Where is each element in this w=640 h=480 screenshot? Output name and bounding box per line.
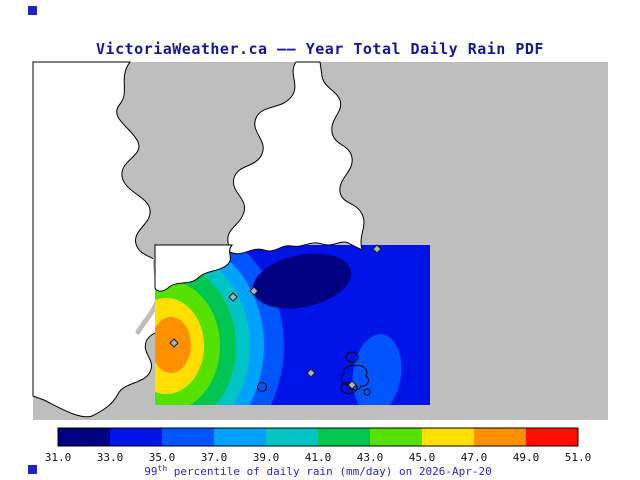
colorbar-tick-label: 49.0	[513, 451, 540, 464]
corner-marker-top	[28, 6, 37, 15]
colorbar-tick-label: 39.0	[253, 451, 280, 464]
caption-prefix: 99	[144, 465, 157, 478]
colorbar-segment	[422, 428, 474, 446]
colorbar-segment	[214, 428, 266, 446]
colorbar: 31.0 33.0 35.0 37.0 39.0 41.0 43.0 45.0 47.0 49.0…	[45, 427, 592, 464]
colorbar-caption: 99th percentile of daily rain (mm/day) o…	[144, 464, 491, 478]
corner-marker-bottom	[28, 465, 37, 474]
page-title: VictoriaWeather.ca —— Year Total Daily R…	[96, 40, 544, 58]
contour-band-level-8	[155, 317, 191, 373]
station-diamond-icon	[228, 292, 238, 302]
caption-superscript: th	[158, 464, 168, 473]
colorbar-tick-label: 51.0	[565, 451, 592, 464]
colorbar-segment	[474, 428, 526, 446]
map	[32, 61, 608, 420]
colorbar-tick-label: 47.0	[461, 451, 488, 464]
island-outline	[363, 388, 371, 396]
contour-blobs	[155, 245, 402, 405]
colorbar-tick-label: 37.0	[201, 451, 228, 464]
colorbar-segment	[266, 428, 318, 446]
station-diamond-icon	[372, 244, 382, 254]
station-markers	[169, 244, 382, 390]
station-diamond-icon	[249, 286, 259, 296]
colorbar-tick-label: 35.0	[149, 451, 176, 464]
colorbar-tick-label: 43.0	[357, 451, 384, 464]
station-diamond-icon	[169, 338, 179, 348]
colorbar-segment	[526, 428, 578, 446]
colorbar-border	[57, 427, 579, 447]
station-diamond-icon	[306, 368, 316, 378]
colorbar-tick-label: 41.0	[305, 451, 332, 464]
colorbar-segments	[58, 428, 578, 446]
island-outline	[345, 351, 359, 363]
island-outline	[340, 365, 369, 391]
colorbar-tick-labels: 31.0 33.0 35.0 37.0 39.0 41.0 43.0 45.0 47.0 49.0…	[45, 451, 592, 464]
island-outlines	[257, 351, 371, 396]
colorbar-segment	[318, 428, 370, 446]
contour-band-level-0	[252, 253, 352, 309]
caption-rest: percentile of daily rain (mm/day) on 202…	[167, 465, 492, 478]
island-outline	[257, 382, 267, 392]
colorbar-segment	[162, 428, 214, 446]
colorbar-segment	[110, 428, 162, 446]
colorbar-tick-label: 31.0	[45, 451, 72, 464]
island-outline	[340, 382, 358, 394]
rain-contour-field	[155, 245, 430, 405]
colorbar-segment	[58, 428, 110, 446]
station-diamond-icon	[347, 380, 357, 390]
landmass-wedge	[154, 244, 234, 292]
colorbar-tick-label: 45.0	[409, 451, 436, 464]
landmass-central	[227, 61, 365, 255]
colorbar-tick-label: 33.0	[97, 451, 124, 464]
colorbar-segment	[370, 428, 422, 446]
